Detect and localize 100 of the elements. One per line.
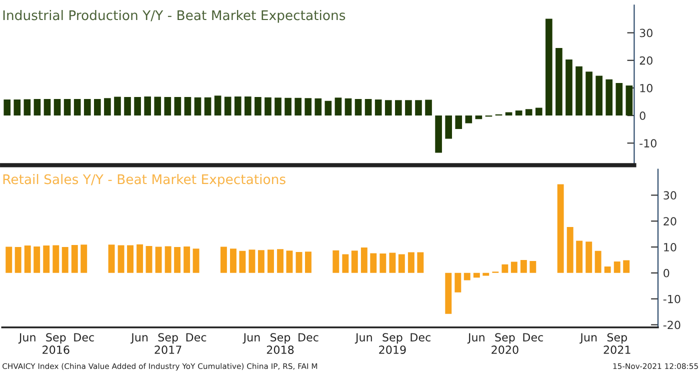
bar	[606, 79, 613, 116]
bar	[64, 98, 71, 116]
bar	[304, 98, 312, 116]
y-tick-label: -20	[663, 320, 680, 330]
bar	[220, 246, 227, 273]
bar	[576, 66, 582, 116]
bar	[54, 98, 61, 116]
bar	[482, 272, 490, 276]
bar	[34, 246, 40, 273]
bar	[224, 96, 232, 116]
x-tick-label: Sep 2017	[154, 333, 182, 354]
bar	[535, 108, 542, 116]
bar	[124, 97, 131, 116]
bar	[274, 98, 282, 116]
bar	[596, 76, 602, 116]
bar	[114, 96, 121, 116]
bar	[566, 227, 574, 273]
bar	[164, 97, 172, 116]
bar	[214, 96, 222, 116]
bar	[164, 246, 172, 273]
bar	[364, 98, 372, 116]
bar	[134, 97, 141, 116]
bar	[192, 248, 200, 273]
y-tick-label: 20	[640, 56, 652, 65]
bar	[264, 97, 272, 116]
bar	[14, 100, 21, 116]
y-tick-label: 10	[664, 242, 676, 252]
chart-title: Retail Sales Y/Y - Beat Market Expectations	[3, 174, 286, 187]
bar	[14, 247, 22, 273]
bar	[408, 252, 414, 273]
bar	[344, 98, 352, 116]
bar	[594, 250, 602, 273]
x-tick-label: Dec	[186, 333, 206, 342]
bar	[174, 97, 182, 116]
bar	[354, 98, 362, 116]
bar	[127, 245, 134, 273]
bar	[43, 245, 50, 273]
x-tick-label: Jun	[467, 333, 484, 344]
x-tick-label: Sep 2021	[604, 333, 630, 354]
x-tick-label: Jun	[130, 333, 148, 344]
bar	[6, 246, 12, 273]
x-tick-label: Dec	[298, 333, 318, 342]
y-tick-label: 30	[664, 191, 676, 200]
bar	[502, 264, 508, 273]
bar	[515, 110, 522, 116]
bar	[415, 100, 422, 116]
bar	[614, 262, 620, 273]
bar	[146, 246, 152, 273]
bar	[342, 254, 349, 273]
bar	[332, 250, 340, 273]
chart-title: Industrial Production Y/Y - Beat Market Expectations	[3, 10, 346, 23]
bar	[374, 100, 382, 116]
bar	[136, 244, 144, 273]
x-tick-label: Sep 2020	[492, 333, 518, 354]
bar	[108, 244, 115, 273]
x-tick-label: Sep 2016	[42, 333, 70, 354]
y-tick-label: 20	[664, 217, 676, 226]
bar	[144, 96, 151, 116]
bar	[24, 99, 31, 116]
bar	[34, 98, 41, 116]
bar	[71, 244, 78, 273]
x-tick-label: Jun	[242, 333, 260, 344]
bar	[286, 250, 293, 273]
x-tick-label: Jun	[354, 333, 372, 344]
bar	[234, 96, 242, 116]
bar	[154, 96, 162, 116]
y-tick-label: 0	[664, 268, 670, 278]
bar	[464, 272, 470, 280]
bar	[294, 98, 302, 116]
bar	[118, 245, 124, 273]
bar	[360, 248, 368, 273]
bar	[239, 250, 246, 273]
bar	[62, 247, 68, 273]
x-tick-label: Jun	[18, 333, 36, 344]
x-tick-label: Sep 2019	[379, 333, 406, 354]
bar	[556, 48, 562, 116]
bar	[604, 266, 611, 273]
bar	[230, 248, 236, 273]
bar	[473, 272, 480, 278]
bar	[254, 97, 262, 116]
bar	[24, 245, 31, 273]
bar	[244, 96, 252, 116]
bar	[445, 116, 452, 139]
bar	[277, 249, 284, 273]
bar	[576, 240, 583, 273]
bar	[52, 245, 60, 273]
bar	[155, 246, 162, 273]
bar	[475, 116, 482, 120]
bar	[445, 272, 452, 314]
bar	[530, 261, 536, 273]
x-tick-label: Dec	[410, 333, 430, 342]
x-tick-label: Jun	[580, 333, 597, 344]
bar	[626, 85, 633, 116]
bar	[455, 116, 462, 130]
bar	[425, 100, 432, 116]
bar	[334, 98, 342, 116]
bar	[465, 116, 472, 124]
y-tick-label: 0	[640, 112, 646, 120]
bar	[305, 252, 312, 273]
bar	[258, 250, 264, 273]
